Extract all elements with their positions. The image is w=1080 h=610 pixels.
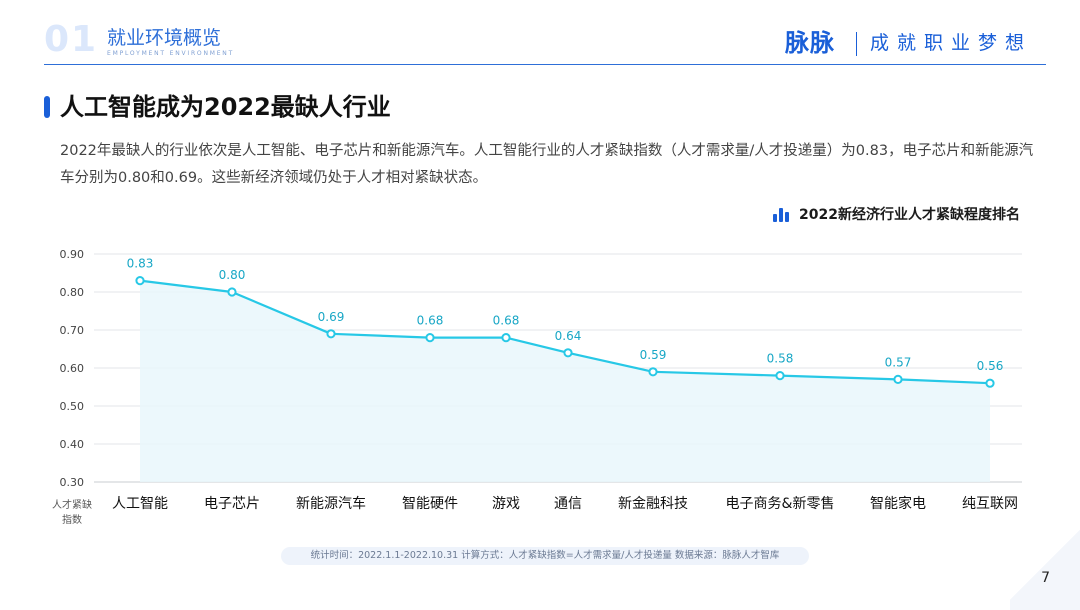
x-tick-label: 电子商务&新零售 — [726, 496, 835, 512]
corner-decoration — [1010, 520, 1080, 610]
data-label: 0.59 — [640, 348, 667, 362]
y-tick-label: 0.30 — [60, 476, 85, 489]
x-tick-label: 人工智能 — [112, 496, 168, 512]
data-label: 0.57 — [885, 355, 912, 369]
line-chart: 0.30 0.40 0.50 0.60 0.70 0.80 0.90 人才紧缺指数 0.83 人工… — [52, 248, 1022, 526]
y-tick-label: 0.90 — [60, 248, 85, 261]
y-tick-label: 0.40 — [60, 438, 85, 451]
title-accent-bar — [44, 96, 50, 118]
brand-slogan: 成就职业梦想 — [870, 32, 1033, 54]
header-rule — [44, 64, 1046, 65]
brand-logo: 脉脉 — [785, 29, 835, 57]
data-point — [893, 374, 903, 384]
data-point — [501, 333, 511, 343]
data-label: 0.64 — [555, 329, 582, 343]
area-fill — [140, 280, 990, 482]
x-tick-label: 游戏 — [492, 496, 520, 512]
data-point — [227, 287, 237, 297]
chart-caption-text: 2022新经济行业人才紧缺程度排名 — [799, 207, 1020, 223]
data-label: 0.68 — [493, 314, 520, 328]
x-tick-label: 智能家电 — [870, 495, 926, 512]
series-line — [139, 279, 991, 385]
x-tick-label: 新金融科技 — [618, 496, 688, 512]
section-subtitle: EMPLOYMENT ENVIRONMENT — [107, 50, 235, 57]
data-label: 0.83 — [127, 257, 154, 271]
footnote: 统计时间：2022.1.1-2022.10.31 计算方式：人才紧缺指数=人才需… — [281, 547, 809, 565]
x-tick-label: 通信 — [554, 496, 582, 512]
data-point — [425, 333, 435, 343]
data-point — [326, 329, 336, 339]
y-tick-label: 0.50 — [60, 400, 85, 413]
chart-caption: 2022新经济行业人才紧缺程度排名 — [773, 204, 1020, 226]
data-point — [775, 371, 785, 381]
data-label: 0.56 — [977, 359, 1004, 373]
data-label: 0.69 — [318, 310, 345, 324]
data-label: 0.80 — [219, 268, 246, 282]
data-point — [985, 378, 995, 388]
brand-divider — [856, 32, 857, 56]
section-title: 就业环境概览 — [107, 27, 222, 49]
y-axis-label: 人才紧缺 — [52, 498, 92, 511]
slide-description: 2022年最缺人的行业依次是人工智能、电子芯片和新能源汽车。人工智能行业的人才紧… — [60, 143, 1034, 186]
x-tick-label: 智能硬件 — [402, 496, 458, 512]
y-tick-label: 0.70 — [60, 324, 85, 337]
slide-title: 人工智能成为2022最缺人行业 — [60, 93, 391, 121]
y-tick-label: 0.80 — [60, 286, 85, 299]
y-axis-label: 指数 — [62, 513, 82, 526]
x-tick-label: 新能源汽车 — [296, 495, 366, 512]
data-label: 0.68 — [417, 314, 444, 328]
data-point — [648, 367, 658, 377]
data-label: 0.58 — [767, 352, 794, 366]
y-tick-label: 0.60 — [60, 362, 85, 375]
page-number: 7 — [1041, 570, 1050, 586]
bar-chart-icon — [773, 208, 791, 222]
data-point — [135, 276, 145, 286]
section-number: 01 — [44, 19, 99, 60]
x-tick-label: 纯互联网 — [962, 496, 1018, 512]
x-tick-label: 电子芯片 — [204, 496, 260, 512]
slide-header: 01 就业环境概览 EMPLOYMENT ENVIRONMENT 脉脉 成就职业… — [0, 0, 1080, 66]
data-point — [563, 348, 573, 358]
